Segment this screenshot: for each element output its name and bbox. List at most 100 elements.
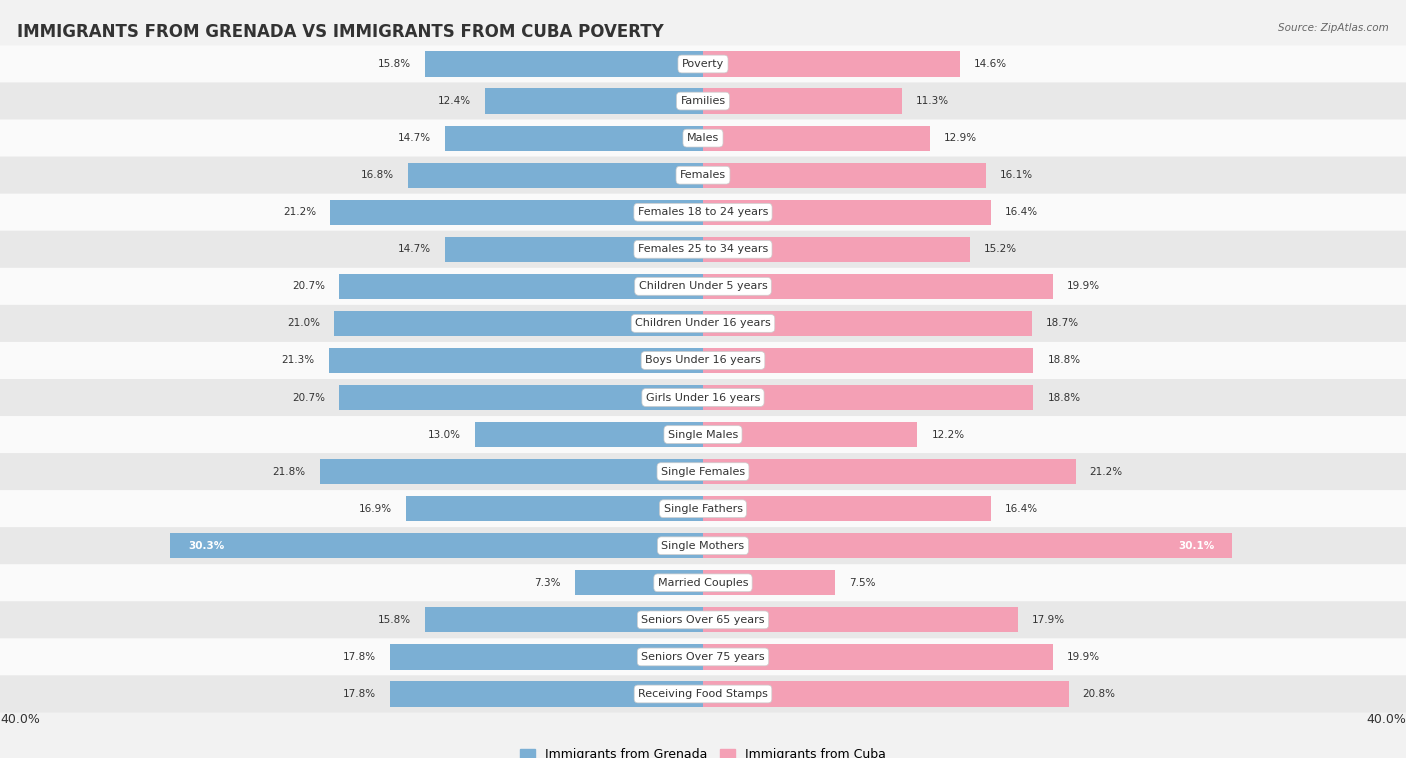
Text: 18.7%: 18.7% xyxy=(1046,318,1078,328)
FancyBboxPatch shape xyxy=(0,305,1406,342)
Text: 16.8%: 16.8% xyxy=(360,171,394,180)
Bar xyxy=(703,348,1033,373)
Text: 15.8%: 15.8% xyxy=(378,615,412,625)
Bar xyxy=(703,459,1076,484)
FancyBboxPatch shape xyxy=(0,453,1406,490)
FancyBboxPatch shape xyxy=(0,45,1406,83)
FancyBboxPatch shape xyxy=(0,268,1406,305)
Bar xyxy=(475,422,703,447)
Bar xyxy=(339,274,703,299)
Bar xyxy=(329,348,703,373)
Bar xyxy=(391,681,703,706)
FancyBboxPatch shape xyxy=(0,83,1406,120)
Text: 40.0%: 40.0% xyxy=(0,713,39,726)
FancyBboxPatch shape xyxy=(0,638,1406,675)
Legend: Immigrants from Grenada, Immigrants from Cuba: Immigrants from Grenada, Immigrants from… xyxy=(515,744,891,758)
Text: 18.8%: 18.8% xyxy=(1047,356,1081,365)
Text: 20.7%: 20.7% xyxy=(292,281,325,291)
Text: 17.8%: 17.8% xyxy=(343,689,375,699)
FancyBboxPatch shape xyxy=(0,675,1406,713)
Text: 30.3%: 30.3% xyxy=(188,540,225,551)
Bar xyxy=(703,89,901,114)
Text: Single Males: Single Males xyxy=(668,430,738,440)
Bar xyxy=(425,607,703,632)
Text: 14.7%: 14.7% xyxy=(398,244,430,254)
Text: Females 18 to 24 years: Females 18 to 24 years xyxy=(638,207,768,218)
Bar xyxy=(703,533,1232,559)
Text: 17.8%: 17.8% xyxy=(343,652,375,662)
Text: 12.4%: 12.4% xyxy=(437,96,471,106)
Bar xyxy=(321,459,703,484)
Text: 12.9%: 12.9% xyxy=(943,133,977,143)
FancyBboxPatch shape xyxy=(0,528,1406,564)
Text: 12.2%: 12.2% xyxy=(932,430,965,440)
Text: 15.8%: 15.8% xyxy=(378,59,412,69)
Bar xyxy=(703,126,929,151)
Text: 20.7%: 20.7% xyxy=(292,393,325,402)
Text: 11.3%: 11.3% xyxy=(915,96,949,106)
Text: Receiving Food Stamps: Receiving Food Stamps xyxy=(638,689,768,699)
Text: 16.1%: 16.1% xyxy=(1000,171,1033,180)
Text: 16.4%: 16.4% xyxy=(1005,207,1039,218)
FancyBboxPatch shape xyxy=(0,120,1406,157)
Text: Females: Females xyxy=(681,171,725,180)
Bar xyxy=(703,681,1069,706)
Text: 16.4%: 16.4% xyxy=(1005,504,1039,514)
Bar xyxy=(391,644,703,669)
Bar xyxy=(406,496,703,522)
Bar xyxy=(335,311,703,336)
Text: 21.0%: 21.0% xyxy=(287,318,321,328)
FancyBboxPatch shape xyxy=(0,230,1406,268)
Bar xyxy=(575,570,703,596)
Bar xyxy=(703,311,1032,336)
Text: Source: ZipAtlas.com: Source: ZipAtlas.com xyxy=(1278,23,1389,33)
Text: Single Females: Single Females xyxy=(661,467,745,477)
FancyBboxPatch shape xyxy=(0,157,1406,194)
Bar xyxy=(703,199,991,225)
Text: 21.3%: 21.3% xyxy=(281,356,315,365)
Bar xyxy=(703,236,970,262)
Bar xyxy=(408,162,703,188)
Bar xyxy=(703,570,835,596)
Text: 16.9%: 16.9% xyxy=(359,504,392,514)
Bar xyxy=(703,496,991,522)
Text: 21.2%: 21.2% xyxy=(283,207,316,218)
Text: 30.1%: 30.1% xyxy=(1178,540,1215,551)
Bar xyxy=(485,89,703,114)
Bar xyxy=(703,607,1018,632)
Text: Children Under 16 years: Children Under 16 years xyxy=(636,318,770,328)
Bar xyxy=(703,274,1053,299)
Bar xyxy=(703,162,986,188)
FancyBboxPatch shape xyxy=(0,194,1406,230)
Text: 19.9%: 19.9% xyxy=(1067,652,1099,662)
Text: 14.7%: 14.7% xyxy=(398,133,430,143)
Text: 7.5%: 7.5% xyxy=(849,578,876,587)
Text: 20.8%: 20.8% xyxy=(1083,689,1115,699)
Bar xyxy=(444,126,703,151)
Text: 21.2%: 21.2% xyxy=(1090,467,1123,477)
Bar xyxy=(703,385,1033,410)
Text: Single Mothers: Single Mothers xyxy=(661,540,745,551)
Bar xyxy=(703,52,960,77)
Text: 13.0%: 13.0% xyxy=(427,430,461,440)
FancyBboxPatch shape xyxy=(0,379,1406,416)
FancyBboxPatch shape xyxy=(0,490,1406,528)
Text: Seniors Over 65 years: Seniors Over 65 years xyxy=(641,615,765,625)
FancyBboxPatch shape xyxy=(0,342,1406,379)
Text: Families: Families xyxy=(681,96,725,106)
Text: Married Couples: Married Couples xyxy=(658,578,748,587)
Text: Males: Males xyxy=(688,133,718,143)
Text: 17.9%: 17.9% xyxy=(1032,615,1064,625)
Text: IMMIGRANTS FROM GRENADA VS IMMIGRANTS FROM CUBA POVERTY: IMMIGRANTS FROM GRENADA VS IMMIGRANTS FR… xyxy=(17,23,664,41)
Text: Children Under 5 years: Children Under 5 years xyxy=(638,281,768,291)
Bar xyxy=(425,52,703,77)
Text: 40.0%: 40.0% xyxy=(1367,713,1406,726)
Text: 15.2%: 15.2% xyxy=(984,244,1018,254)
Text: Boys Under 16 years: Boys Under 16 years xyxy=(645,356,761,365)
Text: 19.9%: 19.9% xyxy=(1067,281,1099,291)
Bar xyxy=(339,385,703,410)
Text: Girls Under 16 years: Girls Under 16 years xyxy=(645,393,761,402)
Text: 18.8%: 18.8% xyxy=(1047,393,1081,402)
Text: Poverty: Poverty xyxy=(682,59,724,69)
Text: 7.3%: 7.3% xyxy=(534,578,561,587)
